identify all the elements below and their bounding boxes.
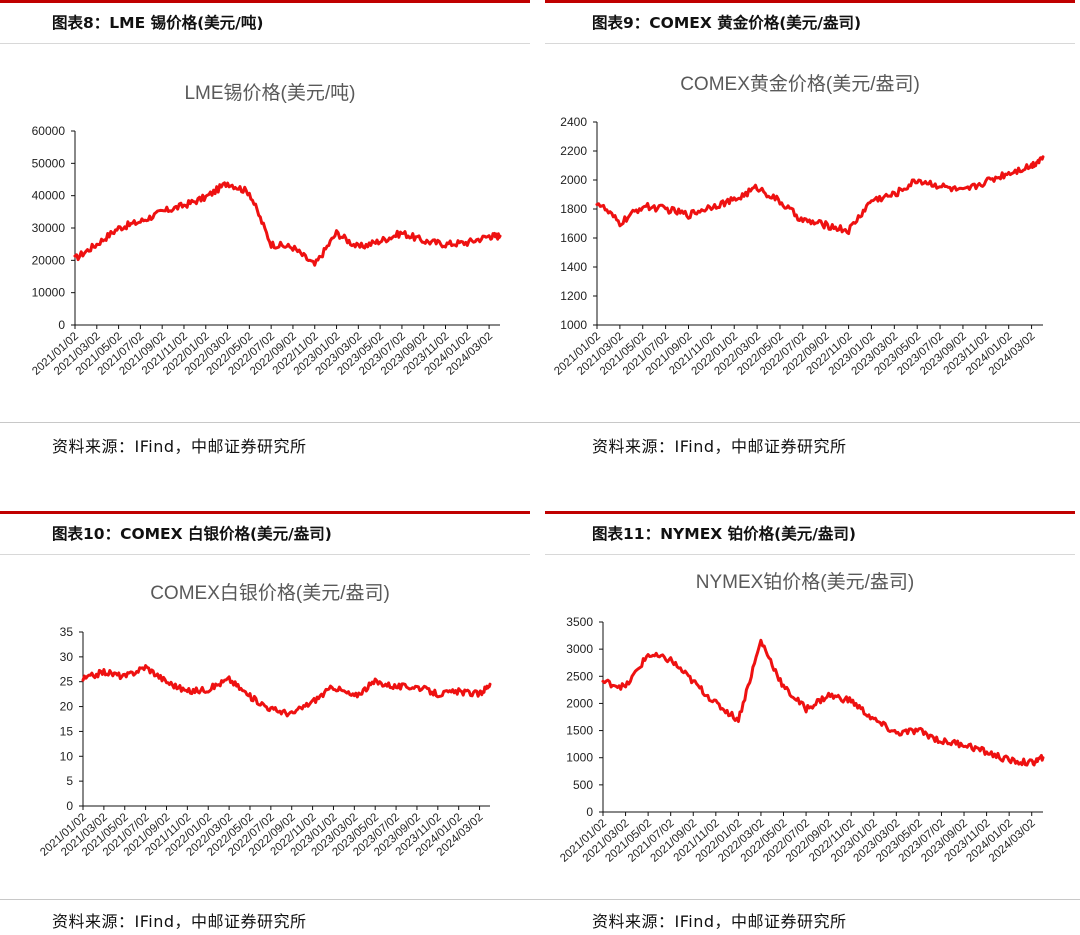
y-tick-label: 0 — [66, 799, 73, 813]
y-tick-label: 1200 — [560, 289, 587, 303]
y-tick-label: 2200 — [560, 144, 587, 158]
figure-caption: 图表11：NYMEX 铂价格(美元/盎司) — [545, 514, 1075, 555]
source-note: 资料来源：IFind，中邮证券研究所 — [52, 912, 307, 931]
y-tick-label: 3500 — [566, 615, 593, 629]
chart-panel-comex-gold: 图表9：COMEX 黄金价格(美元/盎司) COMEX黄金价格(美元/盎司) 10… — [545, 0, 1075, 419]
panel-top-rule — [0, 511, 530, 514]
chart-panel-lme-tin: 图表8：LME 锡价格(美元/吨) LME锡价格(美元/吨) 0 10000 2000… — [0, 0, 530, 419]
line-chart: COMEX黄金价格(美元/盎司) 1000 1200 1400 1600 1800 2000… — [552, 73, 1045, 378]
y-tick-label: 20 — [60, 700, 74, 714]
chart-title: NYMEX铂价格(美元/盎司) — [696, 571, 915, 593]
y-tick-label: 1400 — [560, 260, 587, 274]
series-line — [601, 638, 1045, 767]
y-tick-label: 1000 — [560, 318, 587, 332]
y-tick-label: 10 — [60, 749, 74, 763]
chart-title: COMEX白银价格(美元/盎司) — [150, 582, 390, 604]
chart-title: LME锡价格(美元/吨) — [184, 82, 355, 104]
series-line — [81, 664, 492, 718]
source-note: 资料来源：IFind，中邮证券研究所 — [52, 437, 307, 456]
y-tick-label: 15 — [60, 724, 74, 738]
chart-panel-nymex-platinum: 图表11：NYMEX 铂价格(美元/盎司) NYMEX铂价格(美元/盎司) 0 50… — [545, 511, 1075, 895]
y-tick-label: 35 — [60, 625, 74, 639]
y-tick-label: 0 — [586, 805, 593, 819]
y-tick-label: 50000 — [32, 156, 66, 170]
y-tick-label: 1600 — [560, 231, 587, 245]
y-tick-label: 500 — [573, 778, 593, 792]
y-tick-label: 2000 — [560, 173, 587, 187]
series-line — [73, 181, 502, 267]
panel-top-rule — [0, 0, 530, 3]
line-chart: COMEX白银价格(美元/盎司)051015202530352021/01/02… — [38, 582, 492, 859]
y-tick-label: 40000 — [32, 189, 66, 203]
line-chart: NYMEX铂价格(美元/盎司) 0 500 1000 1500 2000 2500 3000 3… — [558, 571, 1045, 865]
y-tick-label: 1500 — [566, 724, 593, 738]
source-divider — [0, 422, 1080, 423]
y-tick-label: 30000 — [32, 221, 66, 235]
y-tick-label: 5 — [66, 774, 73, 788]
panel-top-rule — [545, 0, 1075, 3]
source-note: 资料来源：IFind，中邮证券研究所 — [592, 437, 847, 456]
y-tick-label: 30 — [60, 650, 74, 664]
chart-panel-comex-silver: 图表10：COMEX 白银价格(美元/盎司) COMEX白银价格(美元/盎司) 0… — [0, 511, 530, 895]
source-divider — [0, 899, 1080, 900]
chart-title: COMEX黄金价格(美元/盎司) — [680, 73, 920, 95]
y-tick-label: 0 — [58, 318, 65, 332]
y-tick-label: 2000 — [566, 696, 593, 710]
panel-top-rule — [545, 511, 1075, 514]
y-tick-label: 10000 — [32, 286, 66, 300]
series-line — [595, 155, 1045, 236]
y-tick-label: 25 — [60, 675, 74, 689]
figure-caption: 图表10：COMEX 白银价格(美元/盎司) — [0, 514, 530, 555]
y-tick-label: 3000 — [566, 642, 593, 656]
y-tick-label: 2500 — [566, 669, 593, 683]
y-tick-label: 2400 — [560, 115, 587, 129]
figure-caption: 图表9：COMEX 黄金价格(美元/盎司) — [545, 3, 1075, 44]
source-note: 资料来源：IFind，中邮证券研究所 — [592, 912, 847, 931]
line-chart: LME锡价格(美元/吨) 0 10000 20000 30000 40000 50000 60… — [30, 82, 502, 378]
y-tick-label: 1000 — [566, 751, 593, 765]
y-tick-label: 60000 — [32, 124, 66, 138]
y-tick-label: 1800 — [560, 202, 587, 216]
figure-caption: 图表8：LME 锡价格(美元/吨) — [0, 3, 530, 44]
y-tick-label: 20000 — [32, 253, 66, 267]
